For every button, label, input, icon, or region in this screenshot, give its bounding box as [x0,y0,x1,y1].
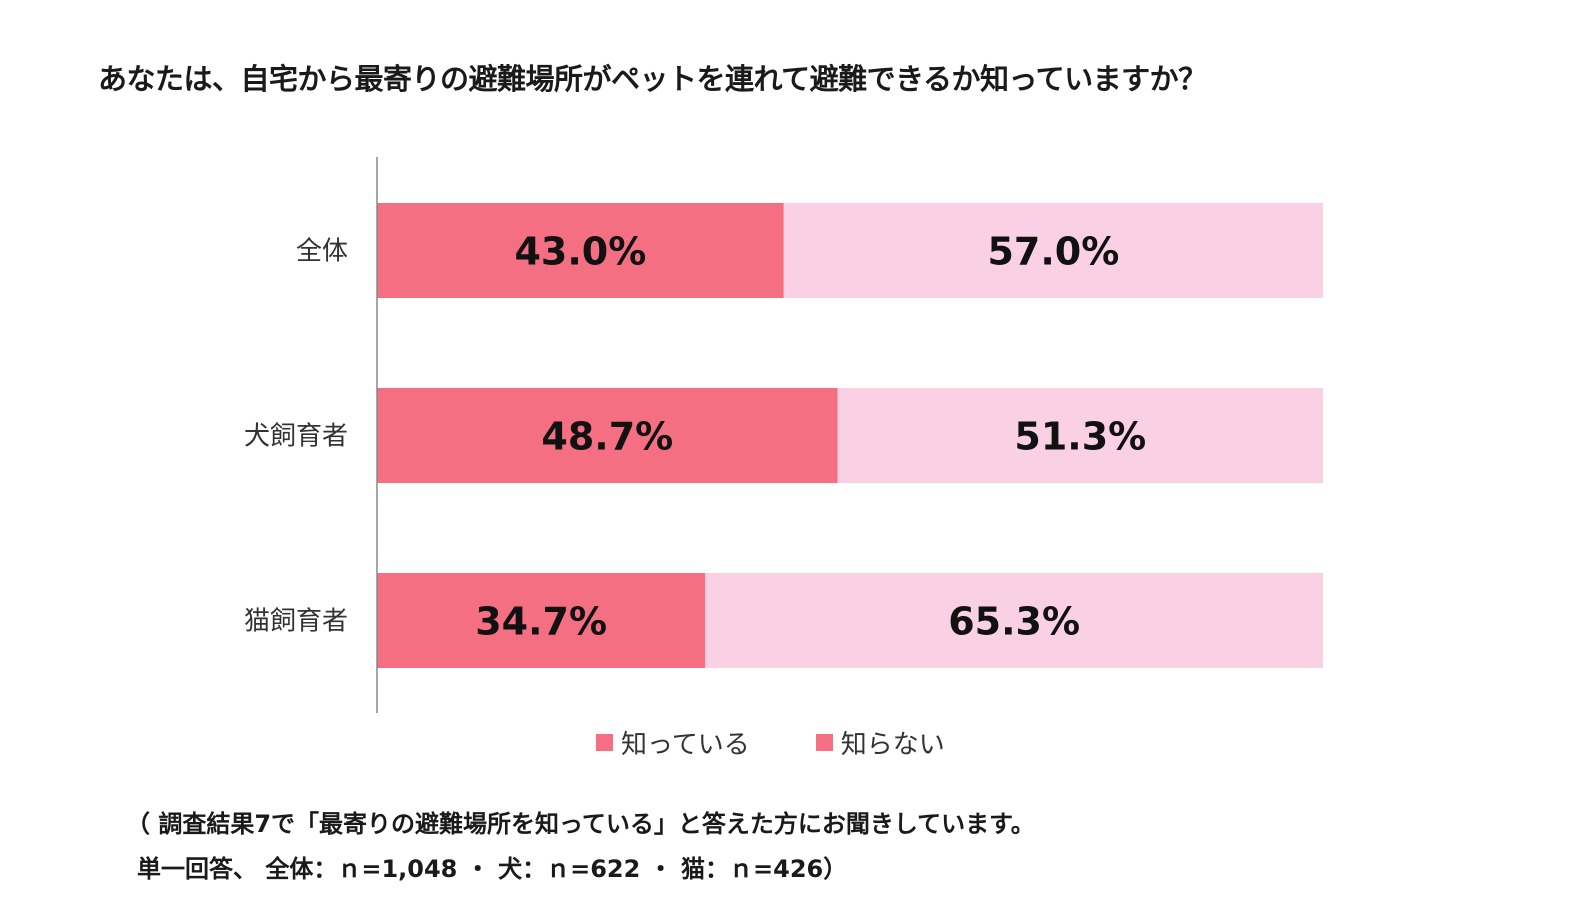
legend: 知っている 知らない [596,724,1011,761]
survey-note-line1: （ 調査結果7で「最寄りの避難場所を知っている」と答えた方にお聞きしています。 [126,810,1035,838]
bar-known [377,573,706,668]
bar-unknown [837,388,1323,483]
legend-swatch-known [596,734,613,751]
data-label: 48.7% [541,415,673,459]
bar-known [377,388,838,483]
data-label: 51.3% [1014,415,1146,459]
data-label: 34.7% [475,600,607,644]
legend-label-unknown: 知らない [840,730,945,760]
bar-unknown [783,203,1323,298]
legend-label-known: 知っている [621,730,750,760]
bar-unknown [705,573,1323,668]
data-label: 57.0% [987,230,1119,274]
legend-swatch-unknown [815,734,833,751]
legend-item-unknown: 知らない [815,724,945,761]
category-label: 猫飼育者 [244,607,348,637]
data-label: 43.0% [514,230,646,274]
category-label: 全体 [296,237,348,267]
data-label: 65.3% [948,600,1080,644]
category-label: 犬飼育者 [244,422,348,452]
legend-item-known: 知っている [596,724,750,761]
survey-note-line2: 単一回答、 全体：ｎ=1,048 ・ 犬：ｎ=622 ・ 猫：ｎ=426） [137,855,848,883]
bar-known [377,203,784,298]
chart-title: あなたは、自宅から最寄りの避難場所がペットを連れて避難できるか知っていますか？ [98,62,1207,96]
